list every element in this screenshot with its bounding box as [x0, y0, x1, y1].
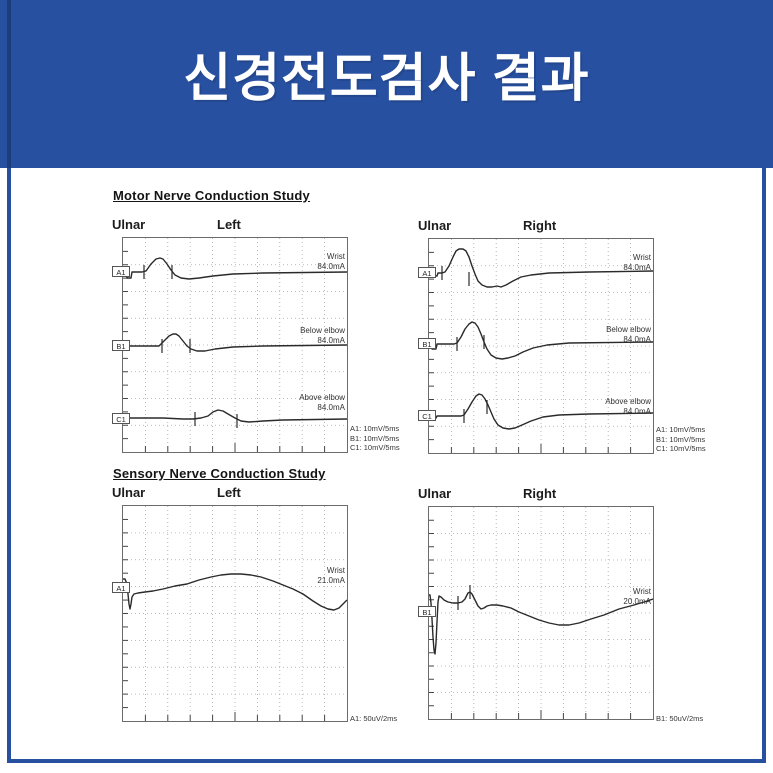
trace-a1: [123, 257, 347, 280]
trace-annotation: Below elbow 84.0mA: [606, 325, 651, 345]
waveform-svg: [429, 239, 653, 453]
nerve-label: Ulnar: [112, 217, 146, 232]
scale-line: C1: 10mV/5ms: [350, 443, 400, 452]
side-label: Left: [217, 217, 241, 232]
nerve-label: Ulnar: [418, 486, 452, 501]
chart-motor-right: A1 Wrist 84.0mA B1 Below elbow 84.0mA C1 Above …: [418, 238, 706, 454]
scale-text: A1: 10mV/5ms B1: 10mV/5ms C1: 10mV/5ms: [350, 424, 400, 453]
scale-line: A1: 10mV/5ms: [656, 425, 706, 434]
annotation-line: 84.0mA: [623, 263, 651, 272]
scale-line: A1: 50uV/2ms: [350, 714, 398, 723]
trace-a1: [123, 573, 347, 611]
banner-left-stripe: [7, 0, 11, 168]
annotation-line: Above elbow: [299, 393, 345, 402]
scale-line: C1: 10mV/5ms: [656, 444, 706, 453]
channel-label-a1: A1: [112, 582, 130, 593]
channel-label-b1: B1: [418, 606, 436, 617]
annotation-line: Below elbow: [606, 325, 651, 334]
annotation-line: Wrist: [632, 587, 651, 596]
side-label: Left: [217, 485, 241, 500]
scale-text: A1: 50uV/2ms: [350, 714, 397, 724]
waveform-svg: [429, 507, 653, 719]
trace-annotation: Wrist 84.0mA: [317, 252, 345, 272]
trace-annotation: Above elbow 84.0mA: [605, 397, 651, 417]
scale-line: A1: 10mV/5ms: [350, 424, 400, 433]
title-banner: 신경전도검사 결과: [0, 0, 773, 168]
channel-label-c1: C1: [418, 410, 436, 421]
waveform-svg: [123, 238, 347, 452]
scale-line: B1: 10mV/5ms: [656, 434, 706, 444]
nerve-label: Ulnar: [418, 218, 452, 233]
trace-annotation: Wrist 20.0mA: [623, 587, 651, 607]
annotation-line: Wrist: [632, 253, 651, 262]
trace-c1: [123, 409, 347, 423]
trace-b1: [429, 591, 653, 655]
annotation-line: Below elbow: [300, 326, 345, 335]
channel-label-a1: A1: [418, 267, 436, 278]
waveform-svg: [123, 506, 347, 721]
channel-label-a1: A1: [112, 266, 130, 277]
annotation-line: 21.0mA: [317, 576, 345, 585]
page-title: 신경전도검사 결과: [183, 49, 590, 108]
trace-annotation: Wrist 21.0mA: [317, 566, 345, 586]
annotation-line: 84.0mA: [317, 262, 345, 271]
motor-section-heading: Motor Nerve Conduction Study: [113, 188, 310, 203]
annotation-line: Wrist: [326, 566, 345, 575]
channel-label-b1: B1: [112, 340, 130, 351]
trace-annotation: Below elbow 84.0mA: [300, 326, 345, 346]
scale-text: B1: 50uV/2ms: [656, 714, 703, 724]
annotation-line: 84.0mA: [317, 336, 345, 345]
scale-text: A1: 10mV/5ms B1: 10mV/5ms C1: 10mV/5ms: [656, 425, 706, 454]
chart-sensory-right: B1 Wrist 20.0mA B1: 50uV/2ms: [418, 506, 703, 723]
chart-sensory-left: A1 Wrist 21.0mA A1: 50uV/2ms: [112, 505, 397, 723]
chart-motor-left: A1 Wrist 84.0mA B1 Below elbow 84.0mA C1 Above …: [112, 237, 400, 453]
annotation-line: 20.0mA: [623, 597, 651, 606]
annotation-line: Wrist: [326, 252, 345, 261]
channel-label-c1: C1: [112, 413, 130, 424]
channel-label-b1: B1: [418, 338, 436, 349]
scale-line: B1: 50uV/2ms: [656, 714, 704, 723]
trace-annotation: Above elbow 84.0mA: [299, 393, 345, 413]
annotation-line: Above elbow: [605, 397, 651, 406]
annotation-line: 84.0mA: [317, 403, 345, 412]
trace-annotation: Wrist 84.0mA: [623, 253, 651, 273]
side-label: Right: [523, 218, 557, 233]
annotation-line: 84.0mA: [623, 407, 651, 416]
side-label: Right: [523, 486, 557, 501]
trace-a1: [429, 248, 653, 288]
annotation-line: 84.0mA: [623, 335, 651, 344]
sensory-section-heading: Sensory Nerve Conduction Study: [113, 466, 326, 481]
trace-b1: [429, 321, 653, 360]
scale-line: B1: 10mV/5ms: [350, 433, 400, 443]
nerve-label: Ulnar: [112, 485, 146, 500]
